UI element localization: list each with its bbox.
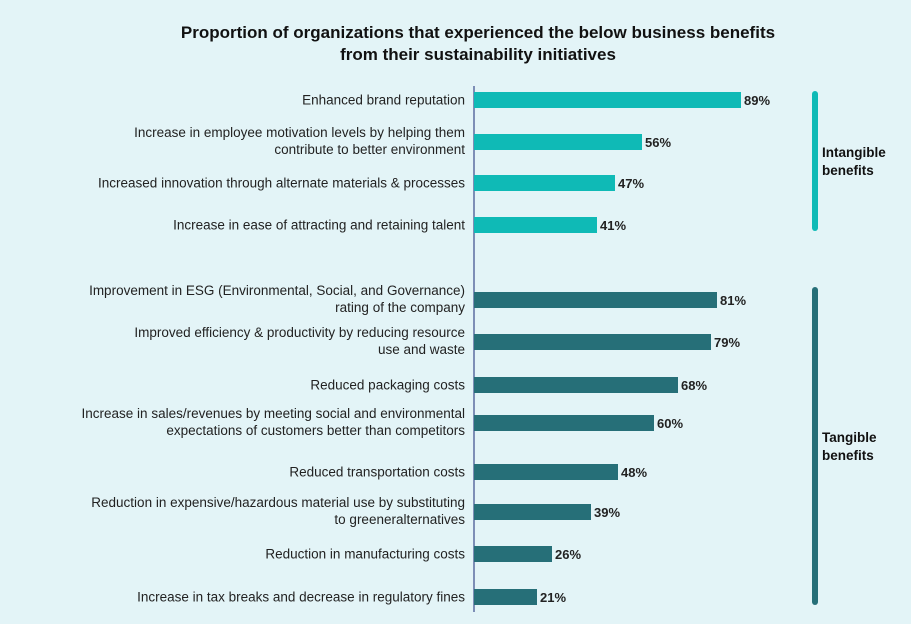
category-label: Increase in tax breaks and decrease in r… <box>137 590 465 605</box>
bar <box>474 134 642 150</box>
bar <box>474 334 711 350</box>
data-label: 48% <box>621 465 647 480</box>
bar <box>474 92 741 108</box>
category-label: contribute to better environment <box>274 142 465 157</box>
group-label: Tangible <box>822 430 877 445</box>
bar <box>474 546 552 562</box>
chart-title-line: Proportion of organizations that experie… <box>181 23 775 42</box>
group-label: benefits <box>822 163 874 178</box>
category-label: Improved efficiency & productivity by re… <box>134 325 465 340</box>
category-label: Increase in ease of attracting and retai… <box>173 218 465 233</box>
category-label: Improvement in ESG (Environmental, Socia… <box>89 283 465 298</box>
category-label: Increase in sales/revenues by meeting so… <box>82 406 465 421</box>
bar <box>474 504 591 520</box>
category-label: expectations of customers better than co… <box>166 423 465 438</box>
group-label: benefits <box>822 448 874 463</box>
chart-title-line: from their sustainability initiatives <box>340 45 616 64</box>
category-label: Enhanced brand reputation <box>302 93 465 108</box>
category-label: rating of the company <box>335 300 465 315</box>
category-label: to greeneralternatives <box>334 512 465 527</box>
category-label: Reduced packaging costs <box>310 378 465 393</box>
data-label: 81% <box>720 293 746 308</box>
category-label: Reduced transportation costs <box>289 465 465 480</box>
bar <box>474 589 537 605</box>
bars-layer: 89% Enhanced brand reputation 56% Increase … <box>82 91 886 605</box>
bar <box>474 415 654 431</box>
data-label: 41% <box>600 218 626 233</box>
group-label: Intangible <box>822 145 886 160</box>
bar <box>474 377 678 393</box>
category-label: Increase in employee motivation levels b… <box>134 125 465 140</box>
category-label: Increased innovation through alternate m… <box>98 176 465 191</box>
data-label: 89% <box>744 93 770 108</box>
category-label: use and waste <box>378 342 465 357</box>
data-label: 79% <box>714 335 740 350</box>
data-label: 56% <box>645 135 671 150</box>
data-label: 47% <box>618 176 644 191</box>
bar <box>474 175 615 191</box>
bar <box>474 217 597 233</box>
data-label: 26% <box>555 547 581 562</box>
data-label: 39% <box>594 505 620 520</box>
data-label: 68% <box>681 378 707 393</box>
bar <box>474 292 717 308</box>
category-label: Reduction in manufacturing costs <box>265 547 465 562</box>
category-label: Reduction in expensive/hazardous materia… <box>91 495 465 510</box>
data-label: 21% <box>540 590 566 605</box>
data-label: 60% <box>657 416 683 431</box>
chart-title: Proportion of organizations that experie… <box>181 23 775 64</box>
bar <box>474 464 618 480</box>
